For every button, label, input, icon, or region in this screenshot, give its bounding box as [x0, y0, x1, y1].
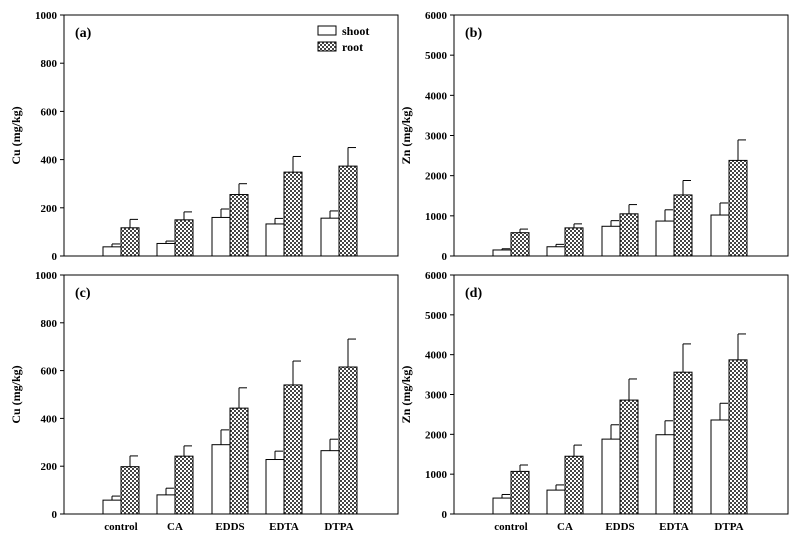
bar-shoot-EDDS: [211, 216, 231, 257]
y-tick-label: 5000: [425, 50, 448, 62]
bar-root-EDTA: [283, 384, 303, 515]
bar-shoot-EDTA: [655, 434, 675, 515]
y-axis-label: Zn (mg/kg): [399, 366, 413, 424]
x-category-label: control: [494, 521, 527, 533]
y-tick-label: 4000: [425, 350, 448, 362]
y-tick-label: 200: [41, 461, 58, 473]
bar-root-CA: [564, 227, 584, 257]
bar-root-DTPA: [338, 366, 358, 515]
y-tick-label: 200: [41, 203, 58, 215]
legend-swatch-root: [317, 41, 337, 52]
x-category-label: EDDS: [215, 521, 244, 533]
bar-shoot-control: [102, 499, 122, 515]
y-tick-label: 0: [442, 251, 448, 263]
x-category-label: DTPA: [324, 521, 353, 533]
bar-root-EDTA: [673, 194, 693, 257]
bar-shoot-DTPA: [710, 214, 730, 257]
y-tick-label: 600: [41, 106, 58, 118]
bar-shoot-EDDS: [601, 438, 621, 515]
x-category-label: CA: [167, 521, 183, 533]
y-tick-label: 6000: [425, 270, 448, 282]
bar-shoot-control: [492, 249, 512, 257]
chart-panel-1: 0 200 400 600 800 1000 Cu (mg/kg) (a) shoot root: [9, 10, 399, 263]
y-tick-label: 600: [41, 366, 58, 378]
bar-shoot-CA: [546, 489, 566, 515]
bar-root-EDTA: [673, 371, 693, 515]
bar-root-DTPA: [338, 165, 358, 257]
bar-shoot-DTPA: [320, 217, 340, 257]
y-tick-label: 1000: [35, 10, 58, 22]
bar-root-control: [120, 466, 140, 515]
y-tick-label: 4000: [425, 90, 448, 102]
bar-shoot-EDDS: [211, 444, 231, 515]
panel-label: (c): [75, 286, 91, 301]
bar-shoot-EDTA: [655, 220, 675, 257]
bar-root-EDTA: [283, 171, 303, 257]
bar-shoot-EDTA: [265, 223, 285, 257]
bar-root-control: [120, 227, 140, 257]
y-axis-label: Zn (mg/kg): [399, 107, 413, 165]
bar-shoot-DTPA: [320, 450, 340, 515]
legend: shoot root: [317, 24, 369, 54]
y-tick-label: 1000: [425, 469, 448, 481]
chart-panel-3: 0 200 400 600 800 1000 Cu (mg/kg) (c) control CA E…: [9, 270, 399, 533]
bar-shoot-DTPA: [710, 419, 730, 515]
bar-root-EDDS: [229, 407, 249, 515]
y-tick-label: 2000: [425, 171, 448, 183]
bar-root-control: [510, 232, 530, 257]
bar-root-CA: [174, 219, 194, 257]
bar-root-CA: [564, 455, 584, 515]
y-tick-label: 5000: [425, 310, 448, 322]
y-tick-label: 0: [52, 509, 58, 521]
chart-panel-2: 0 1000 2000 3000 4000 5000 6000 Zn (mg/kg) (b): [399, 10, 789, 263]
bar-shoot-CA: [546, 246, 566, 257]
legend-label-shoot: shoot: [342, 24, 369, 38]
x-category-label: EDTA: [269, 521, 299, 533]
y-tick-label: 1000: [35, 270, 58, 282]
bar-shoot-EDDS: [601, 225, 621, 257]
x-category-label: EDTA: [659, 521, 689, 533]
y-tick-label: 800: [41, 58, 58, 70]
legend-swatch-shoot: [317, 25, 337, 36]
y-tick-label: 400: [41, 413, 58, 425]
x-category-label: control: [104, 521, 137, 533]
x-category-label: DTPA: [714, 521, 743, 533]
y-tick-label: 6000: [425, 10, 448, 22]
panel-label: (a): [75, 26, 92, 41]
y-tick-label: 400: [41, 155, 58, 167]
bar-root-CA: [174, 455, 194, 515]
x-category-label: CA: [557, 521, 573, 533]
x-category-label: EDDS: [605, 521, 634, 533]
bar-shoot-CA: [156, 494, 176, 515]
bar-root-DTPA: [728, 359, 748, 515]
bar-root-EDDS: [619, 213, 639, 257]
y-tick-label: 0: [442, 509, 448, 521]
y-tick-label: 800: [41, 318, 58, 330]
y-axis-label: Cu (mg/kg): [9, 365, 23, 423]
y-tick-label: 0: [52, 251, 58, 263]
panel-label: (b): [465, 26, 482, 41]
bar-root-DTPA: [728, 159, 748, 257]
y-tick-label: 3000: [425, 131, 448, 143]
y-tick-label: 1000: [425, 211, 448, 223]
bar-shoot-control: [102, 246, 122, 257]
bar-shoot-EDTA: [265, 459, 285, 515]
bar-root-control: [510, 470, 530, 515]
bar-shoot-control: [492, 497, 512, 515]
bar-shoot-CA: [156, 242, 176, 257]
y-tick-label: 2000: [425, 429, 448, 441]
bar-root-EDDS: [619, 399, 639, 515]
chart-panel-4: 0 1000 2000 3000 4000 5000 6000 Zn (mg/kg) (d) co…: [399, 270, 789, 533]
y-axis-label: Cu (mg/kg): [9, 106, 23, 164]
y-tick-label: 3000: [425, 390, 448, 402]
bar-root-EDDS: [229, 194, 249, 257]
legend-label-root: root: [342, 40, 363, 54]
panel-label: (d): [465, 286, 482, 301]
